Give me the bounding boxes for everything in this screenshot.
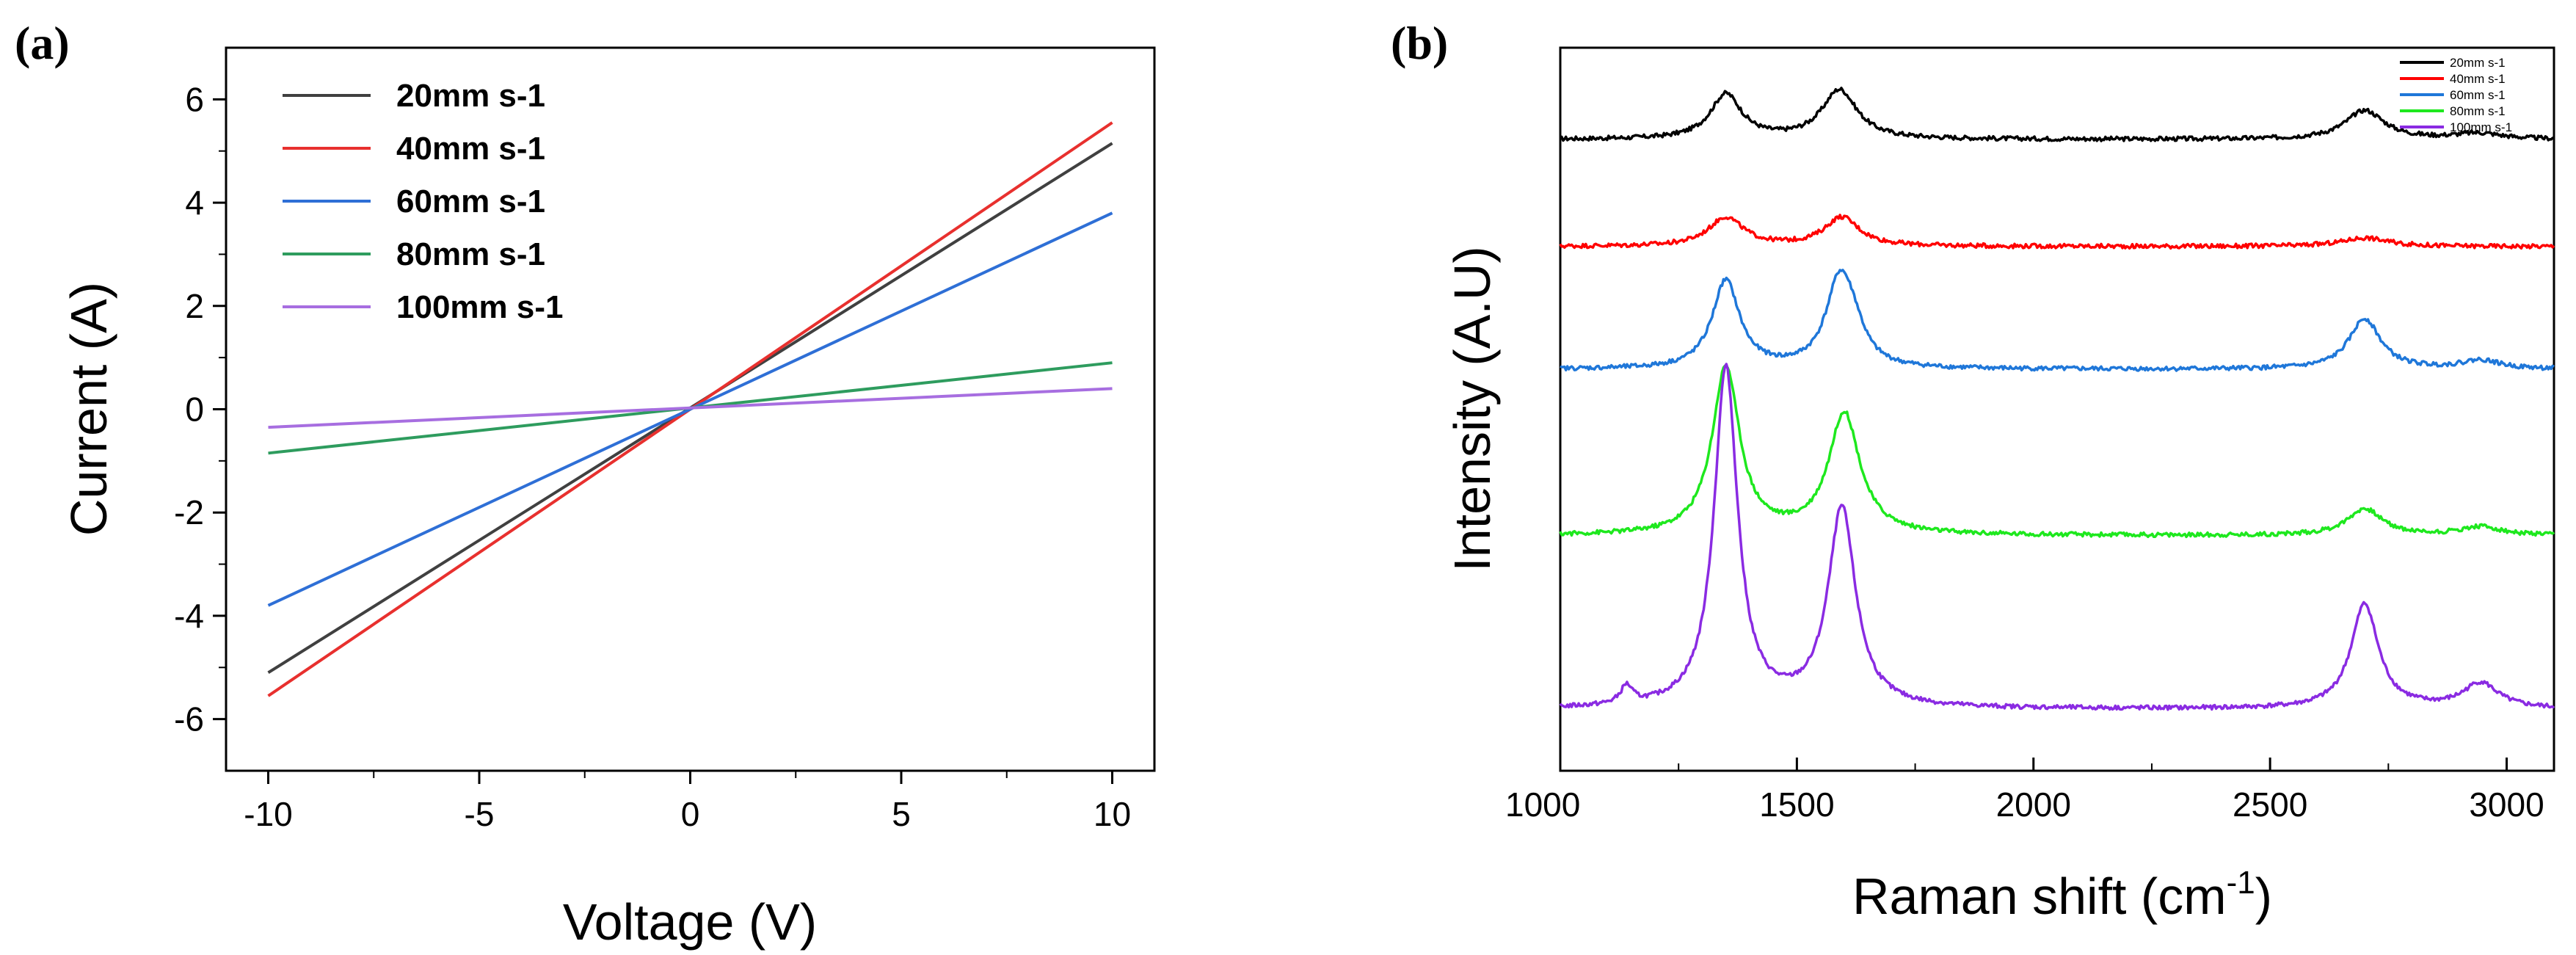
series-line (1560, 87, 2555, 142)
legend-b: 20mm s-1 40mm s-1 60mm s-1 80mm s-1 100mm s-… (2400, 56, 2512, 134)
y-tick-label: -6 (174, 700, 204, 738)
legend-label: 20mm s-1 (396, 78, 545, 114)
chart-b: (b) 1000 1500 2000 2500 3000 20mm s-1 40mm s-… (1306, 0, 2576, 955)
legend-label: 20mm s-1 (2450, 56, 2506, 70)
legend-label: 60mm s-1 (396, 184, 545, 219)
x-tick-label: -5 (465, 795, 495, 833)
y-tick-label: 6 (185, 80, 204, 118)
chart-a: (a) -10 -5 0 5 10 -6 -4 -2 0 2 4 6 20mm s-1 40mm s-1… (0, 0, 1277, 955)
x-tick-label: -10 (244, 795, 292, 833)
y-axis-title-b: Intensity (A.U) (1444, 246, 1501, 571)
legend-label: 80mm s-1 (2450, 104, 2506, 118)
y-tick-label: 4 (185, 184, 204, 222)
chart-a-svg: (a) -10 -5 0 5 10 -6 -4 -2 0 2 4 6 20mm s-1 40mm s-1… (15, 17, 1156, 951)
x-tick-label: 2500 (2233, 785, 2307, 824)
x-tick-label: 1000 (1505, 785, 1580, 824)
series-line (1559, 214, 2555, 250)
x-axis-title-a: Voltage (V) (563, 893, 817, 951)
series-lines-a (267, 121, 1113, 697)
legend-label: 60mm s-1 (2450, 88, 2506, 102)
x-axis-title-b: Raman shift (cm-1) (1852, 865, 2272, 925)
panel-label-a: (a) (15, 17, 70, 69)
x-tick-label: 3000 (2469, 785, 2544, 824)
legend-label: 40mm s-1 (396, 131, 545, 167)
series-lines-b (1559, 87, 2555, 711)
series-line (268, 387, 1113, 429)
axis-ticks-a: -10 -5 0 5 10 -6 -4 -2 0 2 4 6 (174, 80, 1131, 833)
legend-a: 20mm s-1 40mm s-1 60mm s-1 80mm s-1 100mm s-… (283, 78, 563, 325)
series-line (1559, 364, 2555, 539)
x-tick-label: 5 (892, 795, 911, 833)
y-axis-title-a: Current (A) (60, 282, 117, 536)
axis-ticks-b: 1000 1500 2000 2500 3000 (1505, 758, 2544, 824)
x-tick-label: 0 (681, 795, 700, 833)
legend-label: 100mm s-1 (396, 289, 563, 325)
legend-label: 40mm s-1 (2450, 72, 2506, 86)
y-tick-label: -4 (174, 597, 204, 635)
series-line (1560, 269, 2555, 372)
panel-label-b: (b) (1391, 17, 1448, 69)
x-tick-label: 1500 (1759, 785, 1834, 824)
y-tick-label: 2 (185, 287, 204, 325)
x-tick-label: 2000 (1996, 785, 2071, 824)
y-tick-label: -2 (174, 493, 204, 531)
legend-label: 80mm s-1 (396, 236, 545, 272)
plot-frame-b (1559, 46, 2555, 772)
chart-b-svg: (b) 1000 1500 2000 2500 3000 20mm s-1 40mm s-… (1391, 17, 2555, 925)
x-tick-label: 10 (1094, 795, 1131, 833)
series-line (1559, 363, 2555, 711)
y-tick-label: 0 (185, 391, 204, 429)
legend-label: 100mm s-1 (2450, 120, 2512, 134)
